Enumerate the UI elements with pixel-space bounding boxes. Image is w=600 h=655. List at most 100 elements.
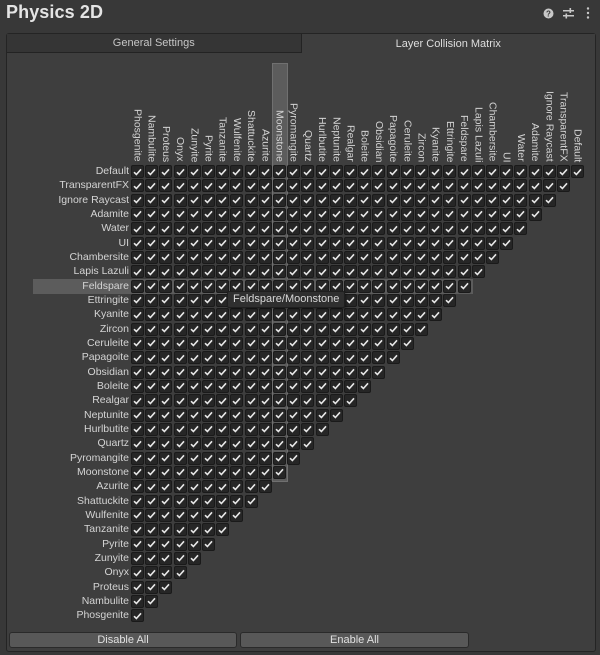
collision-checkbox[interactable]	[258, 465, 272, 479]
collision-checkbox[interactable]	[159, 236, 173, 250]
collision-checkbox[interactable]	[145, 179, 159, 193]
collision-checkbox[interactable]	[258, 437, 272, 451]
collision-checkbox[interactable]	[386, 279, 400, 293]
collision-checkbox[interactable]	[145, 451, 159, 465]
collision-checkbox[interactable]	[486, 193, 499, 207]
collision-checkbox[interactable]	[230, 236, 244, 250]
disable-all-button[interactable]: Disable All	[9, 632, 237, 648]
collision-checkbox[interactable]	[159, 551, 173, 565]
collision-checkbox[interactable]	[258, 165, 272, 178]
collision-checkbox[interactable]	[287, 193, 301, 207]
collision-checkbox[interactable]	[386, 236, 400, 250]
collision-checkbox[interactable]	[244, 422, 258, 436]
collision-checkbox[interactable]	[202, 207, 215, 221]
collision-checkbox[interactable]	[173, 265, 187, 279]
tab-general-settings[interactable]: General Settings	[7, 34, 302, 53]
collision-checkbox[interactable]	[315, 379, 329, 393]
collision-checkbox[interactable]	[301, 250, 315, 264]
collision-checkbox[interactable]	[329, 250, 343, 264]
collision-checkbox[interactable]	[244, 437, 258, 451]
collision-checkbox[interactable]	[187, 551, 201, 565]
collision-checkbox[interactable]	[187, 523, 201, 537]
collision-checkbox[interactable]	[173, 408, 187, 422]
collision-checkbox[interactable]	[400, 308, 414, 322]
collision-checkbox[interactable]	[258, 222, 272, 236]
collision-checkbox[interactable]	[443, 236, 457, 250]
collision-checkbox[interactable]	[358, 236, 372, 250]
collision-checkbox[interactable]	[358, 293, 372, 307]
collision-checkbox[interactable]	[457, 279, 471, 293]
collision-checkbox[interactable]	[202, 480, 215, 494]
collision-checkbox[interactable]	[202, 336, 215, 350]
collision-checkbox[interactable]	[230, 265, 244, 279]
collision-checkbox[interactable]	[131, 580, 144, 594]
collision-checkbox[interactable]	[443, 293, 457, 307]
collision-checkbox[interactable]	[287, 250, 301, 264]
collision-checkbox[interactable]	[358, 250, 372, 264]
collision-checkbox[interactable]	[429, 236, 443, 250]
collision-checkbox[interactable]	[202, 222, 215, 236]
collision-checkbox[interactable]	[131, 165, 144, 178]
collision-checkbox[interactable]	[131, 408, 144, 422]
collision-checkbox[interactable]	[202, 408, 215, 422]
collision-checkbox[interactable]	[486, 250, 499, 264]
collision-checkbox[interactable]	[131, 437, 144, 451]
collision-checkbox[interactable]	[131, 193, 144, 207]
collision-checkbox[interactable]	[131, 394, 144, 408]
collision-checkbox[interactable]	[244, 322, 258, 336]
collision-checkbox[interactable]	[344, 336, 357, 350]
collision-checkbox[interactable]	[429, 165, 443, 178]
collision-checkbox[interactable]	[159, 523, 173, 537]
collision-checkbox[interactable]	[202, 165, 215, 178]
collision-checkbox[interactable]	[244, 265, 258, 279]
collision-checkbox[interactable]	[216, 451, 230, 465]
collision-checkbox[interactable]	[230, 336, 244, 350]
collision-checkbox[interactable]	[131, 236, 144, 250]
collision-checkbox[interactable]	[315, 394, 329, 408]
collision-checkbox[interactable]	[457, 193, 471, 207]
collision-checkbox[interactable]	[159, 465, 173, 479]
collision-checkbox[interactable]	[429, 207, 443, 221]
collision-checkbox[interactable]	[344, 322, 357, 336]
collision-checkbox[interactable]	[443, 165, 457, 178]
collision-checkbox[interactable]	[372, 279, 386, 293]
collision-checkbox[interactable]	[230, 322, 244, 336]
collision-checkbox[interactable]	[202, 279, 215, 293]
collision-checkbox[interactable]	[131, 265, 144, 279]
collision-checkbox[interactable]	[315, 322, 329, 336]
collision-checkbox[interactable]	[258, 451, 272, 465]
collision-checkbox[interactable]	[287, 394, 301, 408]
collision-checkbox[interactable]	[187, 494, 201, 508]
collision-checkbox[interactable]	[187, 422, 201, 436]
collision-checkbox[interactable]	[244, 193, 258, 207]
collision-checkbox[interactable]	[344, 179, 357, 193]
collision-checkbox[interactable]	[443, 279, 457, 293]
collision-checkbox[interactable]	[344, 308, 357, 322]
collision-checkbox[interactable]	[344, 193, 357, 207]
collision-checkbox[interactable]	[486, 165, 499, 178]
collision-checkbox[interactable]	[386, 336, 400, 350]
collision-checkbox[interactable]	[557, 165, 570, 178]
collision-checkbox[interactable]	[301, 236, 315, 250]
collision-checkbox[interactable]	[415, 279, 428, 293]
collision-checkbox[interactable]	[216, 165, 230, 178]
collision-checkbox[interactable]	[131, 379, 144, 393]
collision-checkbox[interactable]	[258, 250, 272, 264]
help-icon[interactable]: ?	[542, 6, 554, 20]
collision-checkbox[interactable]	[145, 508, 159, 522]
collision-checkbox[interactable]	[244, 480, 258, 494]
collision-checkbox[interactable]	[457, 265, 471, 279]
collision-checkbox[interactable]	[443, 250, 457, 264]
collision-checkbox[interactable]	[159, 193, 173, 207]
collision-checkbox[interactable]	[202, 437, 215, 451]
collision-checkbox[interactable]	[173, 351, 187, 365]
collision-checkbox[interactable]	[415, 165, 428, 178]
collision-checkbox[interactable]	[131, 293, 144, 307]
collision-checkbox[interactable]	[187, 293, 201, 307]
collision-checkbox[interactable]	[159, 379, 173, 393]
collision-checkbox[interactable]	[173, 551, 187, 565]
collision-checkbox[interactable]	[173, 494, 187, 508]
collision-checkbox[interactable]	[358, 308, 372, 322]
collision-checkbox[interactable]	[358, 351, 372, 365]
collision-checkbox[interactable]	[216, 336, 230, 350]
